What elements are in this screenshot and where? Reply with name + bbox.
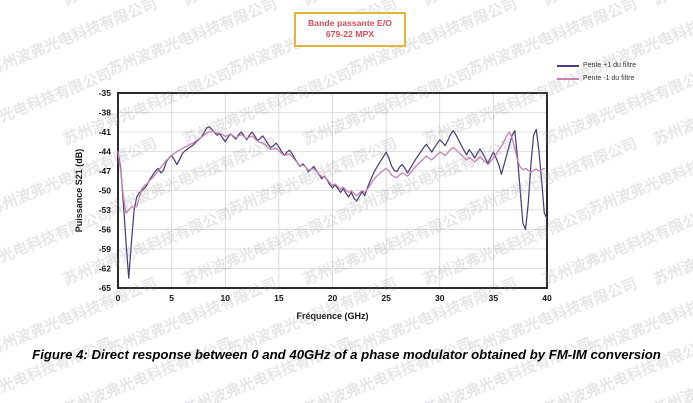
y-tick-label: -47 [99, 166, 112, 176]
legend-label-pente-plus1: Pente +1 du filtre [583, 62, 637, 69]
x-tick-label: 5 [169, 293, 174, 303]
x-tick-label: 15 [274, 293, 284, 303]
chart-legend: Pente +1 du filtre Pente -1 du filtre [554, 58, 639, 88]
watermark-text: 苏州波弗光电科技有限公司 [650, 334, 693, 403]
chart-title-line2: 679-22 MPX [325, 29, 375, 39]
chart-container: 0 5 10 15 20 25 30 35 40 -65 -62 -59 -56 -53 -50 -47 -4… [74, 88, 552, 321]
x-tick-label: 30 [435, 293, 445, 303]
watermark-text: 苏州波弗光电科技有限公司 [180, 334, 355, 403]
x-tick-label: 10 [221, 293, 231, 303]
watermark-text: 苏州波弗光电科技有限公司 [540, 334, 693, 403]
legend-item-pente-plus1: Pente +1 du filtre [557, 60, 636, 71]
y-tick-label: -38 [99, 108, 112, 118]
y-tick-label: -59 [99, 244, 112, 254]
x-tick-label: 40 [542, 293, 552, 303]
legend-swatch-pente-minus1 [557, 77, 579, 80]
y-tick-label: -56 [99, 225, 112, 235]
chart-frame [117, 92, 548, 289]
x-axis-tick-labels: 0 5 10 15 20 25 30 35 40 [116, 293, 552, 303]
x-tick-label: 35 [489, 293, 499, 303]
y-tick-label: -44 [99, 147, 112, 157]
y-tick-label: -65 [99, 283, 112, 293]
chart-title-line1: Bande passante E/O [308, 18, 392, 28]
watermark-text: 苏州波弗光电科技有限公司 [420, 334, 595, 403]
s21-response-line-chart: 0 5 10 15 20 25 30 35 40 -65 -62 -59 -56 -53 -50 -47 -4… [74, 88, 552, 321]
x-tick-label: 20 [328, 293, 338, 303]
legend-swatch-pente-plus1 [557, 64, 579, 67]
y-tick-label: -53 [99, 205, 112, 215]
watermark-text: 苏州波弗光电科技有限公司 [0, 334, 115, 403]
chart-title-box: Bande passante E/O 679-22 MPX [294, 12, 406, 47]
figure-caption: Figure 4: Direct response between 0 and … [26, 345, 667, 364]
figure-caption-text: Figure 4: Direct response between 0 and … [32, 347, 661, 362]
y-tick-label: -35 [99, 88, 112, 98]
chart-series-group [117, 126, 548, 279]
x-tick-label: 25 [381, 293, 391, 303]
y-tick-label: -50 [99, 186, 112, 196]
watermark-text: 苏州波弗光电科技有限公司 [300, 334, 475, 403]
x-axis-title: Fréquence (GHz) [296, 311, 368, 321]
x-tick-label: 0 [116, 293, 121, 303]
watermark-text: 苏州波弗光电科技有限公司 [60, 334, 235, 403]
y-tick-label: -41 [99, 127, 112, 137]
y-axis-tick-labels: -65 -62 -59 -56 -53 -50 -47 -44 -41 -38 -35 [99, 88, 112, 293]
legend-label-pente-minus1: Pente -1 du filtre [583, 75, 635, 82]
y-axis-title: Puissance S21 (dB) [74, 149, 84, 233]
series-line-1 [117, 130, 545, 214]
chart-gridlines [118, 93, 547, 288]
y-tick-label: -62 [99, 264, 112, 274]
series-line-0 [117, 126, 548, 279]
legend-item-pente-minus1: Pente -1 du filtre [557, 73, 636, 84]
